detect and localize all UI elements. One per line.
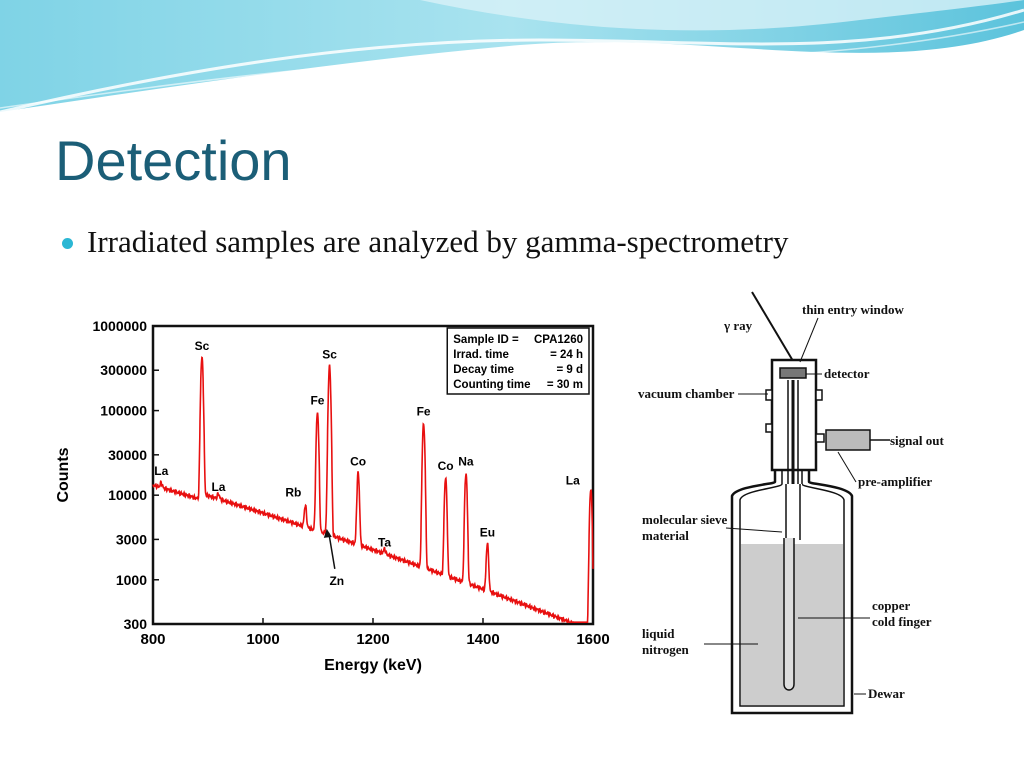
thin-entry-window-label: thin entry window <box>802 302 904 317</box>
detector-label: detector <box>824 366 870 381</box>
peak-label: Zn <box>329 574 344 588</box>
y-tick-label: 100000 <box>100 403 147 419</box>
dewar-outline <box>730 470 854 715</box>
copper-label-line1: copper <box>872 598 911 613</box>
peak-label: Rb <box>285 485 301 499</box>
info-box-value: = 30 m <box>547 379 583 391</box>
peak-label: Fe <box>310 393 324 407</box>
bullet-text: Irradiated samples are analyzed by gamma… <box>87 224 789 259</box>
peak-label: Sc <box>195 339 210 353</box>
peak-label: Ta <box>378 535 391 549</box>
signal-out-label: signal out <box>890 433 944 448</box>
peak-label: Co <box>350 455 366 469</box>
x-tick-label: 1400 <box>466 631 499 648</box>
molecular-sieve-label-line1: molecular sieve <box>642 512 728 527</box>
spectrum-series-line <box>152 356 594 624</box>
bullet-item: Irradiated samples are analyzed by gamma… <box>62 224 788 260</box>
peak-label: Fe <box>417 405 431 419</box>
x-tick-label: 1200 <box>356 631 389 648</box>
peak-label: Sc <box>322 348 337 362</box>
molecular-sieve-label-line2: material <box>642 528 689 543</box>
y-tick-label: 1000000 <box>92 318 147 334</box>
peak-label: La <box>566 473 580 487</box>
y-tick-label: 30000 <box>108 447 147 463</box>
detector-diagram: γ ray thin entry window detector vacuum … <box>638 291 944 715</box>
gamma-ray-label: γ ray <box>723 318 753 333</box>
x-tick-label: 1000 <box>246 631 279 648</box>
peak-label: Eu <box>480 526 495 540</box>
info-box-label: Irrad. time <box>453 349 509 361</box>
info-box-value: CPA1260 <box>534 334 583 346</box>
top-wave-decoration <box>0 0 1024 114</box>
zn-arrowhead <box>323 528 332 538</box>
pre-amplifier-box <box>825 429 871 451</box>
gamma-spectrum-chart: 1000000 300000 100000 30000 10000 3000 1000 300… <box>55 318 610 674</box>
y-tick-label: 1000 <box>116 572 147 588</box>
info-box-label: Counting time <box>453 379 530 391</box>
x-axis-label: Energy (keV) <box>324 657 422 674</box>
gamma-ray-line <box>751 291 797 367</box>
info-box-value: = 9 d <box>556 364 583 376</box>
y-tick-label: 300000 <box>100 362 147 378</box>
liquid-nitrogen-label-line1: liquid <box>642 626 675 641</box>
vacuum-chamber-label: vacuum chamber <box>638 386 735 401</box>
detector-crystal <box>779 367 807 379</box>
peak-label: Co <box>438 459 454 473</box>
copper-cold-finger <box>783 538 795 691</box>
pre-amplifier-label: pre-amplifier <box>858 474 932 489</box>
x-tick-label: 800 <box>140 631 165 648</box>
x-tick-label: 1600 <box>576 631 609 648</box>
y-tick-label: 10000 <box>108 487 147 503</box>
cold-finger-label-line2: cold finger <box>872 614 932 629</box>
y-tick-label: 300 <box>124 616 148 632</box>
sample-info-box <box>446 327 590 395</box>
peak-label: Na <box>458 455 474 469</box>
info-box-label: Sample ID = <box>453 334 519 346</box>
info-box-value: = 24 h <box>550 349 583 361</box>
peak-label: La <box>154 464 168 478</box>
dewar-label: Dewar <box>868 686 905 701</box>
bullet-dot-icon <box>62 237 73 249</box>
liquid-nitrogen-label-line2: nitrogen <box>642 642 689 657</box>
y-axis-label: Counts <box>55 447 72 502</box>
slide-title: Detection <box>55 129 292 192</box>
zn-arrow <box>328 532 336 569</box>
info-box-label: Decay time <box>453 364 514 376</box>
peak-label: La <box>211 480 225 494</box>
y-tick-label: 3000 <box>116 531 147 547</box>
